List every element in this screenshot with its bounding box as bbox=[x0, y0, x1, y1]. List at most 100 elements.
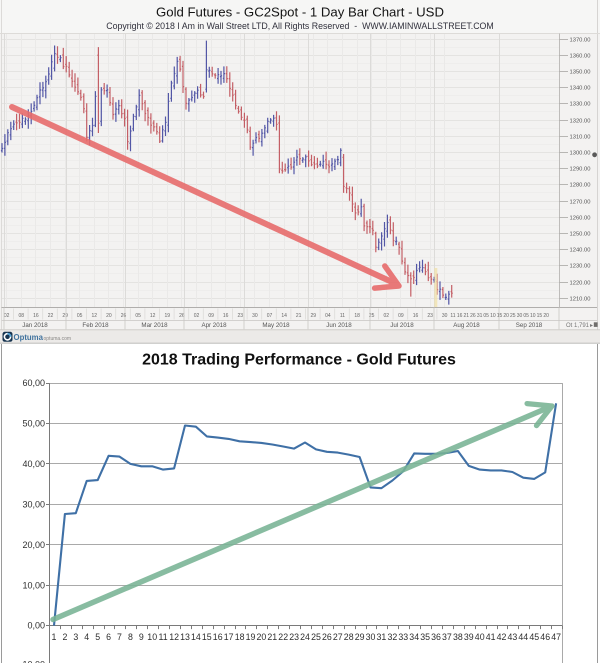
svg-text:43: 43 bbox=[508, 632, 518, 642]
svg-text:22: 22 bbox=[278, 632, 288, 642]
svg-text:39: 39 bbox=[464, 632, 474, 642]
svg-text:Sep 2018: Sep 2018 bbox=[516, 322, 543, 329]
svg-text:21: 21 bbox=[464, 313, 470, 319]
svg-text:11: 11 bbox=[159, 632, 168, 642]
svg-text:04: 04 bbox=[325, 313, 331, 319]
svg-text:18: 18 bbox=[354, 313, 360, 319]
svg-text:1330.00: 1330.00 bbox=[570, 102, 591, 108]
svg-text:1250.00: 1250.00 bbox=[570, 232, 591, 238]
svg-text:1360.00: 1360.00 bbox=[570, 54, 591, 60]
svg-text:02: 02 bbox=[4, 313, 10, 319]
svg-text:May 2018: May 2018 bbox=[262, 322, 290, 329]
svg-text:Apr 2018: Apr 2018 bbox=[201, 322, 227, 329]
svg-text:50,00: 50,00 bbox=[22, 419, 45, 429]
svg-text:18: 18 bbox=[235, 632, 245, 642]
svg-text:22: 22 bbox=[48, 313, 54, 319]
svg-text:19: 19 bbox=[246, 632, 256, 642]
svg-text:09: 09 bbox=[398, 313, 404, 319]
svg-text:21: 21 bbox=[296, 313, 302, 319]
svg-text:27: 27 bbox=[333, 632, 343, 642]
svg-text:1310.00: 1310.00 bbox=[570, 135, 591, 141]
svg-text:16: 16 bbox=[457, 313, 463, 319]
svg-text:▸: ▸ bbox=[590, 323, 593, 329]
svg-text:Optuma: Optuma bbox=[14, 333, 44, 342]
svg-text:25: 25 bbox=[369, 313, 375, 319]
svg-text:15: 15 bbox=[202, 632, 212, 642]
svg-text:02: 02 bbox=[384, 313, 390, 319]
svg-text:Aug 2018: Aug 2018 bbox=[453, 322, 480, 329]
svg-text:2: 2 bbox=[62, 632, 67, 642]
svg-text:11: 11 bbox=[340, 313, 345, 319]
svg-text:Jun 2018: Jun 2018 bbox=[326, 322, 352, 329]
svg-text:1300.00: 1300.00 bbox=[570, 151, 591, 157]
svg-text:16: 16 bbox=[413, 313, 419, 319]
svg-text:1350.00: 1350.00 bbox=[570, 70, 591, 76]
svg-text:20: 20 bbox=[257, 632, 267, 642]
svg-text:35: 35 bbox=[420, 632, 430, 642]
svg-text:19: 19 bbox=[165, 313, 171, 319]
svg-text:Ot 1,791: Ot 1,791 bbox=[566, 323, 590, 329]
svg-text:40,00: 40,00 bbox=[22, 459, 45, 469]
svg-text:12: 12 bbox=[169, 632, 179, 642]
svg-text:25: 25 bbox=[311, 632, 321, 642]
svg-text:05: 05 bbox=[483, 313, 489, 319]
svg-text:23: 23 bbox=[427, 313, 433, 319]
svg-text:45: 45 bbox=[529, 632, 539, 642]
svg-text:-10,00: -10,00 bbox=[19, 660, 45, 663]
svg-text:1340.00: 1340.00 bbox=[570, 86, 591, 92]
svg-text:10: 10 bbox=[530, 313, 536, 319]
svg-text:16: 16 bbox=[213, 632, 223, 642]
svg-text:3: 3 bbox=[73, 632, 78, 642]
svg-text:23: 23 bbox=[238, 313, 244, 319]
svg-text:26: 26 bbox=[121, 313, 127, 319]
svg-text:60,00: 60,00 bbox=[22, 378, 45, 388]
svg-text:05: 05 bbox=[523, 313, 529, 319]
svg-text:16: 16 bbox=[33, 313, 39, 319]
svg-text:13: 13 bbox=[180, 632, 190, 642]
svg-text:14: 14 bbox=[281, 313, 287, 319]
svg-text:24: 24 bbox=[300, 632, 310, 642]
svg-text:31: 31 bbox=[477, 313, 483, 319]
svg-text:30,00: 30,00 bbox=[22, 499, 45, 509]
svg-text:1240.00: 1240.00 bbox=[570, 248, 591, 254]
svg-text:26: 26 bbox=[470, 313, 476, 319]
svg-text:30: 30 bbox=[517, 313, 523, 319]
svg-text:34: 34 bbox=[409, 632, 419, 642]
svg-text:1320.00: 1320.00 bbox=[570, 119, 591, 125]
svg-text:38: 38 bbox=[453, 632, 463, 642]
svg-text:14: 14 bbox=[191, 632, 201, 642]
svg-text:15: 15 bbox=[537, 313, 543, 319]
svg-text:1: 1 bbox=[52, 632, 57, 642]
svg-text:1270.00: 1270.00 bbox=[570, 200, 591, 206]
svg-text:15: 15 bbox=[497, 313, 503, 319]
svg-text:1280.00: 1280.00 bbox=[570, 183, 591, 189]
svg-text:41: 41 bbox=[486, 632, 496, 642]
svg-text:Jan 2018: Jan 2018 bbox=[22, 322, 48, 329]
svg-text:1370.00: 1370.00 bbox=[570, 38, 591, 44]
svg-text:02: 02 bbox=[194, 313, 200, 319]
svg-text:20,00: 20,00 bbox=[22, 540, 45, 550]
svg-text:4: 4 bbox=[84, 632, 89, 642]
svg-text:42: 42 bbox=[497, 632, 507, 642]
svg-text:10: 10 bbox=[147, 632, 157, 642]
svg-text:17: 17 bbox=[224, 632, 234, 642]
svg-text:26: 26 bbox=[179, 313, 185, 319]
svg-text:21: 21 bbox=[267, 632, 277, 642]
svg-text:25: 25 bbox=[510, 313, 516, 319]
svg-text:Mar 2018: Mar 2018 bbox=[141, 322, 168, 329]
svg-text:1220.00: 1220.00 bbox=[570, 281, 591, 287]
svg-text:Copyright © 2018 I Am in Wall: Copyright © 2018 I Am in Wall Street LTD… bbox=[106, 21, 493, 31]
svg-text:11: 11 bbox=[450, 313, 455, 319]
svg-text:31: 31 bbox=[377, 632, 387, 642]
svg-text:23: 23 bbox=[289, 632, 299, 642]
svg-text:46: 46 bbox=[540, 632, 550, 642]
svg-text:1290.00: 1290.00 bbox=[570, 167, 591, 173]
svg-text:12: 12 bbox=[92, 313, 98, 319]
svg-text:Gold Futures - GC2Spot - 1 Day: Gold Futures - GC2Spot - 1 Day Bar Chart… bbox=[156, 5, 444, 20]
svg-text:30: 30 bbox=[366, 632, 376, 642]
svg-text:12: 12 bbox=[150, 313, 156, 319]
svg-text:1230.00: 1230.00 bbox=[570, 264, 591, 270]
svg-text:7: 7 bbox=[117, 632, 122, 642]
svg-text:30: 30 bbox=[252, 313, 258, 319]
svg-text:8: 8 bbox=[128, 632, 133, 642]
